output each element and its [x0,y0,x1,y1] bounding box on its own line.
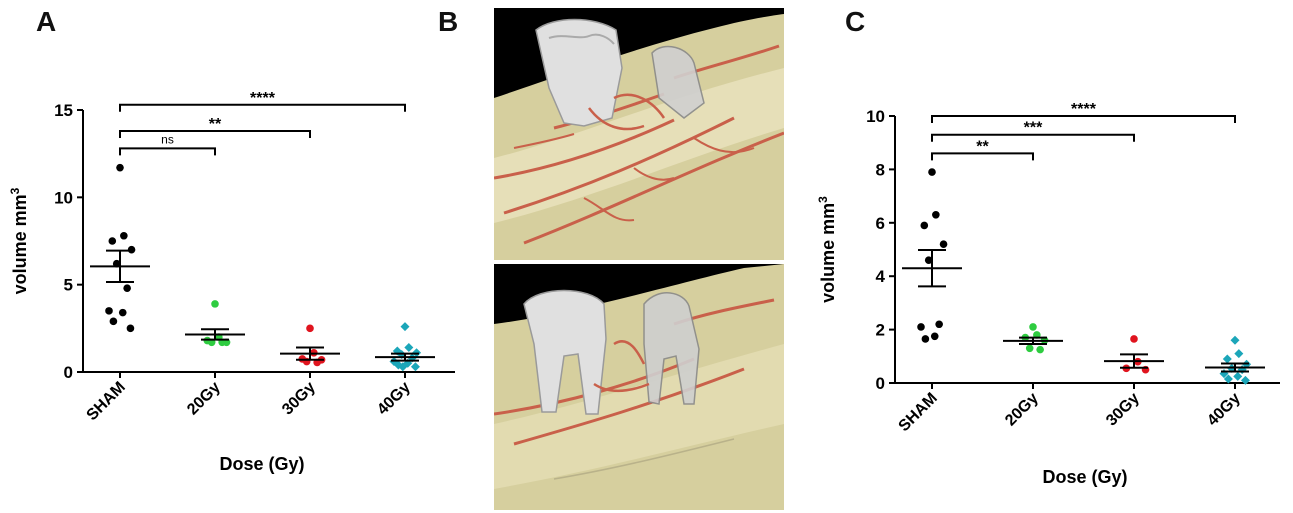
y-tick-label: 10 [54,188,73,207]
significance-bracket [931,133,1135,142]
significance-bracket [931,115,1236,123]
x-tick-label-20gy: 20Gy [184,379,224,419]
data-point-20gy [1025,344,1034,353]
data-point-20gy [1036,345,1044,354]
y-tick-label: 0 [64,363,73,382]
panel-label-c: C [845,6,866,37]
significance-bracket [119,103,406,112]
y-axis-title: volume mm3 [816,196,838,303]
data-point-sham [928,168,936,176]
significance-bracket [931,152,1034,161]
significance-label: ** [976,138,989,155]
chart-panel-a: 0 5 10 15 SHAM 20Gy 30Gy 40Gy Dose (Gy) volume mm… [8,90,455,474]
x-tick-label-30gy: 30Gy [279,379,319,419]
y-tick-label: 5 [64,276,73,295]
data-point-sham [123,284,131,292]
data-point-sham [109,317,118,326]
x-tick-label-sham: SHAM [83,379,128,424]
data-point-40gy [1240,375,1250,385]
panel-label-b: B [438,6,459,37]
data-point-sham [932,210,940,219]
x-tick-label-20gy: 20Gy [1002,390,1042,430]
x-tick-label-30gy: 30Gy [1103,390,1143,430]
data-point-sham [939,240,948,248]
x-axis-title: Dose (Gy) [219,454,304,474]
data-point-sham [108,237,117,245]
x-tick-label-sham: SHAM [895,390,940,435]
data-point-40gy [1222,354,1232,364]
y-tick-label: 15 [54,101,73,120]
y-tick-label: 10 [866,107,885,126]
y-tick-label: 2 [876,321,885,340]
data-point-30gy [306,324,314,333]
panel-label-a: A [36,6,57,37]
y-axis-title: volume mm3 [8,187,30,294]
data-point-20gy [1029,323,1037,331]
x-axis-title: Dose (Gy) [1042,467,1127,487]
chart-panel-c: 0 2 4 6 8 10 SHAM 20Gy 30Gy 40Gy Dose (Gy) volume m… [816,101,1280,487]
microct-render-top-image [494,8,784,260]
data-point-sham [118,308,127,317]
x-tick-label-40gy: 40Gy [1204,390,1244,430]
y-tick-label: 6 [876,214,885,233]
data-point-sham [126,324,135,333]
significance-label: **** [1071,101,1097,118]
significance-label: **** [250,90,276,107]
data-point-sham [116,163,124,172]
data-point-40gy [1223,374,1233,384]
significance-bracket [119,129,311,138]
y-tick-label: 8 [876,160,885,179]
data-point-sham [120,231,128,240]
significance-bracket [119,147,216,156]
microct-render-bottom-image [494,264,784,510]
data-point-40gy [1233,371,1243,381]
data-point-30gy [1130,335,1138,343]
significance-label: ns [161,132,174,146]
x-tick-label-40gy: 40Gy [374,379,414,419]
data-point-sham [921,335,930,343]
significance-label: *** [1024,120,1043,137]
significance-label: ** [209,116,222,133]
data-point-40gy [398,362,408,372]
data-point-sham [930,332,939,341]
data-point-40gy [1234,349,1244,359]
microct-render-top [494,8,784,260]
data-point-20gy [211,300,219,308]
data-point-sham [917,323,925,331]
data-point-40gy [404,343,414,353]
data-point-sham [935,320,943,329]
data-point-40gy [400,322,410,332]
data-point-sham [924,256,933,264]
data-point-sham [920,221,929,230]
y-tick-label: 4 [876,267,886,286]
data-point-40gy [410,362,420,372]
y-tick-label: 0 [876,374,885,393]
data-point-40gy [1230,335,1240,345]
microct-render-bottom [494,264,784,510]
data-point-sham [105,307,113,315]
